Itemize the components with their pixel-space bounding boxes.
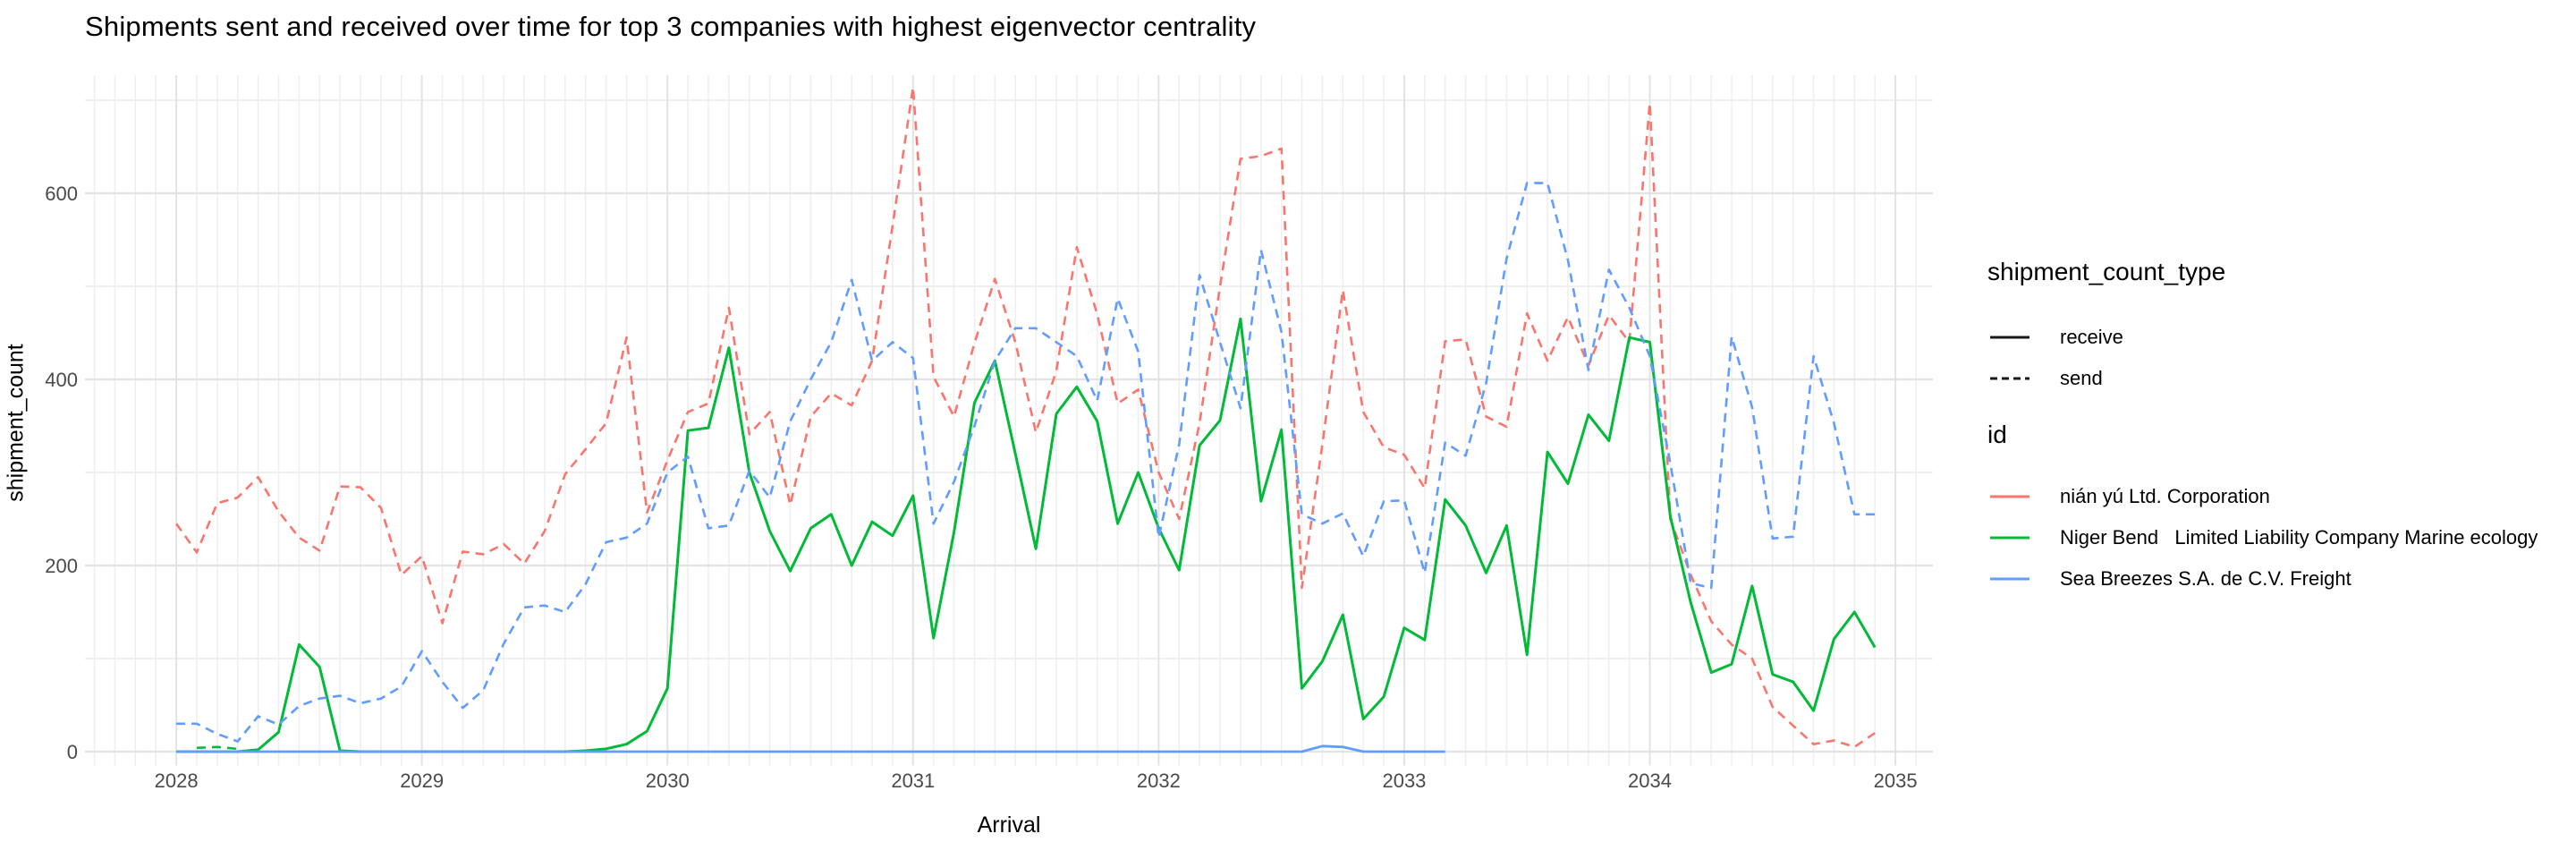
blue-line-key-icon [1990,577,2029,581]
legend-item-label: receive [2060,326,2123,348]
x-tick-label: 2033 [1382,770,1426,792]
x-tick-label: 2034 [1628,770,1672,792]
legend-item-company: nián yú Ltd. Corporation [1987,483,2270,510]
x-tick-label: 2029 [400,770,444,792]
legend: shipment_count_type receive send id nián… [1987,258,2569,590]
legend-item-label: send [2060,367,2103,389]
x-tick-label: 2031 [891,770,935,792]
green-line-key-icon [1990,536,2029,540]
x-axis-title: Arrival [977,812,1041,838]
legend-item-label: Niger Bend Limited Liability Company Mar… [2060,526,2538,549]
dashed-line-key-icon [1990,377,2029,380]
series-send-line [175,86,1876,749]
y-tick-label: 0 [67,741,78,763]
legend-item-company: Niger Bend Limited Liability Company Mar… [1987,524,2538,551]
legend-item-label: Sea Breezes S.A. de C.V. Freight [2060,567,2351,590]
y-tick-label: 400 [45,369,78,391]
solid-line-key-icon [1990,336,2029,339]
x-tick-label: 2032 [1137,770,1181,792]
series-send-line [196,745,238,751]
legend-item-label: nián yú Ltd. Corporation [2060,485,2270,507]
legend-item-company: Sea Breezes S.A. de C.V. Freight [1987,566,2351,592]
red-line-key-icon [1990,495,2029,498]
legend-item-send: send [1987,365,2103,392]
x-tick-label: 2030 [646,770,690,792]
legend-type-title: shipment_count_type [1987,258,2226,285]
legend-item-receive: receive [1987,324,2123,351]
x-tick-label: 2028 [155,770,199,792]
x-tick-label: 2035 [1874,770,1918,792]
series-receive-line [176,744,1445,753]
y-axis-title: shipment_count [3,344,29,502]
legend-id-title: id [1987,421,2007,448]
y-tick-label: 200 [45,555,78,577]
y-tick-label: 600 [45,183,78,205]
chart-title: Shipments sent and received over time fo… [85,11,1257,42]
